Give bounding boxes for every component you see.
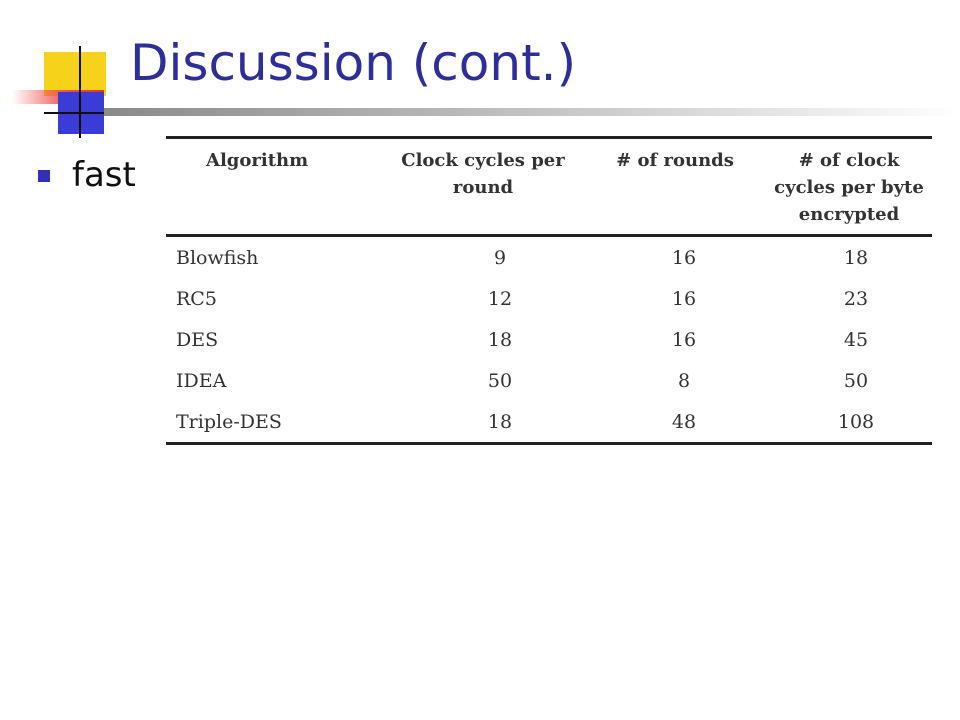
cell-rounds: 16	[671, 246, 697, 269]
table-row: RC5 12 16 23	[166, 278, 932, 319]
cell-clock-cycles: 9	[493, 246, 507, 269]
header-rounds: # of rounds	[616, 150, 734, 171]
bullet-item: fast	[72, 155, 136, 195]
table-row: DES 18 16 45	[166, 319, 932, 360]
header-cycles-per-byte: # of clock cycles per byte encrypted	[774, 150, 924, 225]
cell-clock-cycles: 50	[487, 369, 513, 392]
cell-cycles-per-byte: 108	[837, 410, 875, 433]
cell-algorithm: IDEA	[176, 369, 227, 392]
slide-logo-decoration	[0, 0, 140, 140]
cell-algorithm: DES	[176, 328, 219, 351]
table-row: Triple-DES 18 48 108	[166, 401, 932, 444]
title-underline-rule	[104, 108, 960, 116]
table-row: IDEA 50 8 50	[166, 360, 932, 401]
cell-clock-cycles: 12	[487, 287, 513, 310]
cell-clock-cycles: 18	[487, 410, 513, 433]
cell-algorithm: Triple-DES	[176, 410, 282, 433]
cell-algorithm: RC5	[176, 287, 217, 310]
header-algorithm: Algorithm	[206, 150, 309, 171]
cell-clock-cycles: 18	[487, 328, 513, 351]
logo-horizontal-line	[44, 112, 110, 114]
bullet-marker	[38, 170, 50, 182]
table-row: Blowfish 9 16 18	[166, 236, 932, 279]
cell-cycles-per-byte: 18	[843, 246, 869, 269]
header-clock-cycles-per-round: Clock cycles per round	[401, 150, 565, 198]
cell-rounds: 16	[671, 287, 697, 310]
cell-algorithm: Blowfish	[176, 246, 259, 269]
algorithm-comparison-table: Algorithm Clock cycles per round # of ro…	[166, 136, 932, 445]
cell-rounds: 48	[671, 410, 697, 433]
slide-title: Discussion (cont.)	[130, 34, 577, 92]
cell-rounds: 16	[671, 328, 697, 351]
cell-cycles-per-byte: 23	[843, 287, 869, 310]
comparison-table-container: Algorithm Clock cycles per round # of ro…	[166, 136, 932, 445]
table-header-row: Algorithm Clock cycles per round # of ro…	[166, 137, 932, 236]
logo-yellow-block	[44, 52, 106, 96]
logo-vertical-line	[79, 46, 81, 138]
cell-cycles-per-byte: 50	[843, 369, 869, 392]
cell-cycles-per-byte: 45	[843, 328, 869, 351]
cell-rounds: 8	[677, 369, 691, 392]
